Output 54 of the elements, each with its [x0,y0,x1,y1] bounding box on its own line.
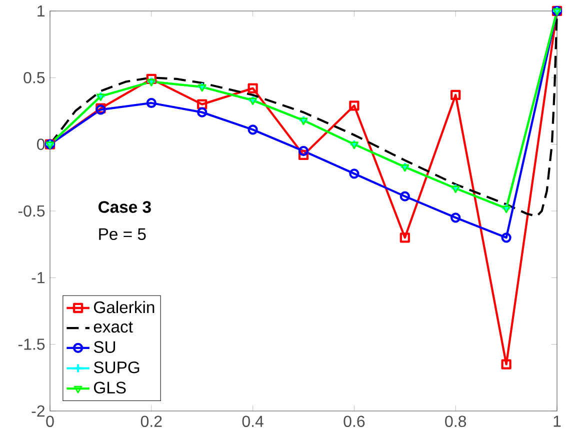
legend-label: SUPG [94,361,140,374]
point [248,124,258,135]
point [400,191,410,202]
point [350,142,358,150]
y-tick-label: -1.5 [18,338,45,350]
point [451,186,460,194]
y-tick-label: -1 [32,272,45,284]
point [450,183,461,194]
point [400,162,410,172]
point [197,99,208,110]
legend-label: Galerkin [94,300,154,314]
y-tick-label: 1 [38,5,45,16]
x-tick-label: 0.8 [445,416,466,428]
point [400,232,410,243]
point [96,94,105,102]
y-tick-label: 0.5 [24,72,45,84]
point [349,168,360,179]
y-tick-label: -0.5 [18,205,45,217]
point [248,98,258,106]
point [197,82,208,92]
legend-label: SU [94,341,116,353]
point [400,164,410,172]
annotation: Pe = 5 [99,228,146,240]
point [96,91,106,102]
x-tick-label: 0 [46,416,54,428]
point [349,139,360,150]
legend-label: exact [94,322,133,333]
point [450,212,461,223]
y-tick-label: 0 [37,138,45,150]
point [146,74,156,84]
annotation: Case 3 [98,201,151,213]
point [501,232,512,243]
point [248,83,258,94]
point [552,8,562,16]
point [299,118,308,126]
point [146,98,156,108]
point [198,84,206,92]
point [502,206,510,214]
point [501,203,512,214]
point [248,95,258,106]
x-tick-label: 1 [554,416,561,427]
point [501,359,512,370]
x-tick-label: 0.6 [344,416,365,428]
point [349,100,360,111]
x-tick-label: 0.4 [242,416,264,428]
point [298,115,309,126]
point [298,150,309,160]
x-tick-label: 0.2 [140,416,162,428]
y-tick-label: -2 [32,405,44,417]
legend-label: GLS [94,382,126,394]
point [450,90,461,100]
point [46,142,54,150]
point [197,107,208,118]
point [298,146,309,156]
